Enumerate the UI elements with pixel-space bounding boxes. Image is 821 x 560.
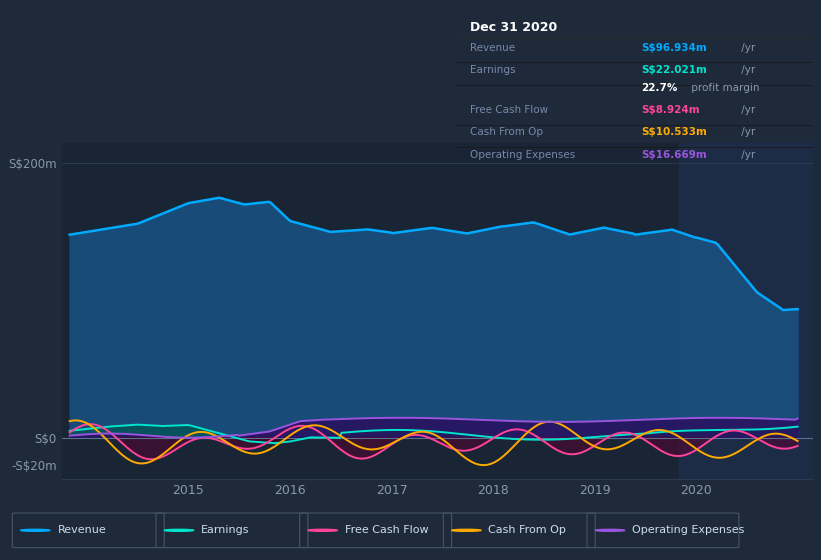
Text: S$10.533m: S$10.533m (641, 128, 707, 138)
Text: /yr: /yr (738, 43, 755, 53)
Circle shape (21, 529, 50, 531)
Text: Dec 31 2020: Dec 31 2020 (470, 21, 557, 34)
Text: Free Cash Flow: Free Cash Flow (470, 105, 548, 115)
Circle shape (452, 529, 481, 531)
Text: /yr: /yr (738, 66, 755, 75)
Text: /yr: /yr (738, 150, 755, 160)
Text: S$22.021m: S$22.021m (641, 66, 707, 75)
Text: 22.7%: 22.7% (641, 83, 678, 93)
Text: /yr: /yr (738, 105, 755, 115)
Text: Free Cash Flow: Free Cash Flow (345, 525, 429, 535)
Circle shape (595, 529, 625, 531)
Text: Operating Expenses: Operating Expenses (632, 525, 745, 535)
Bar (679, 143, 813, 479)
Text: Earnings: Earnings (470, 66, 516, 75)
Text: profit margin: profit margin (688, 83, 759, 93)
Text: S$8.924m: S$8.924m (641, 105, 700, 115)
Text: /yr: /yr (738, 128, 755, 138)
Text: Revenue: Revenue (470, 43, 515, 53)
Circle shape (308, 529, 337, 531)
Text: Cash From Op: Cash From Op (470, 128, 543, 138)
Text: Cash From Op: Cash From Op (488, 525, 566, 535)
Text: Revenue: Revenue (57, 525, 106, 535)
Text: Earnings: Earnings (201, 525, 250, 535)
Text: S$96.934m: S$96.934m (641, 43, 707, 53)
Text: Operating Expenses: Operating Expenses (470, 150, 576, 160)
Text: S$16.669m: S$16.669m (641, 150, 707, 160)
Circle shape (164, 529, 194, 531)
